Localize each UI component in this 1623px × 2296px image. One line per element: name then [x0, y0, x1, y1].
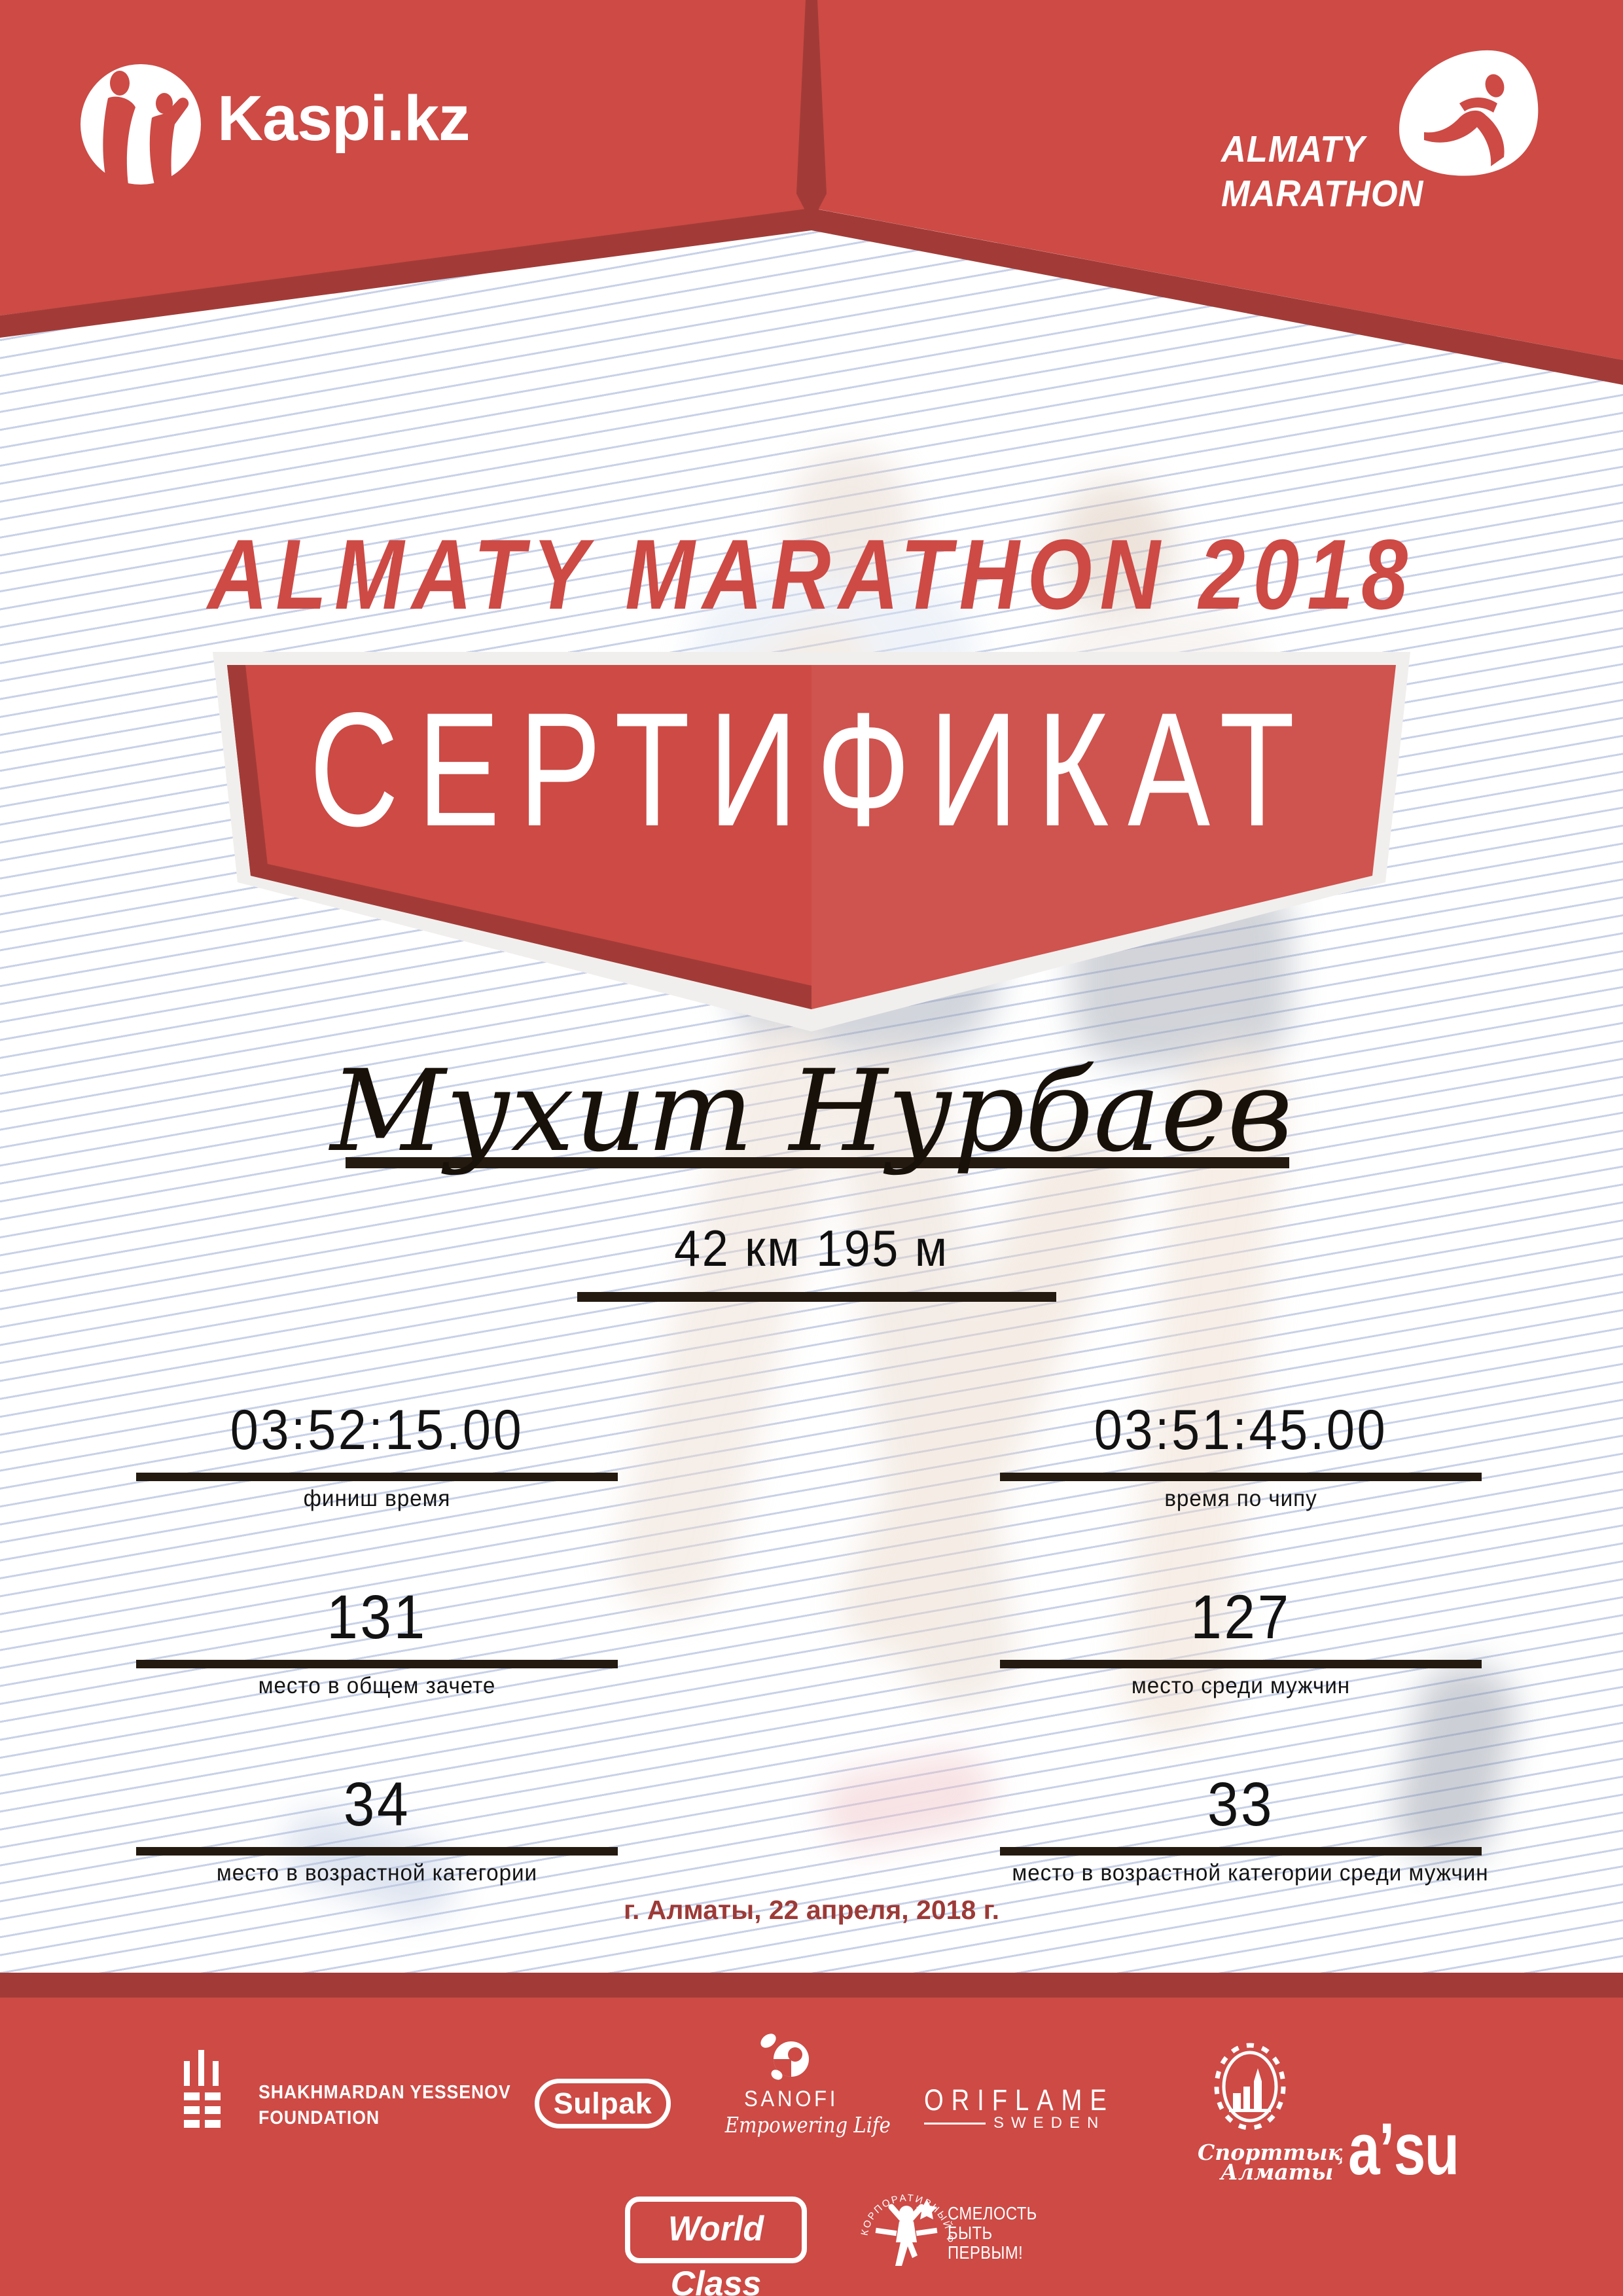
fond-motto-line3: ПЕРВЫМ!: [948, 2242, 1024, 2263]
sanofi-tagline: Empowering Life: [724, 2112, 891, 2138]
gender-place-value: 127: [1190, 1583, 1291, 1652]
footer-band: [0, 1973, 1623, 2296]
stat-underline: [1000, 1660, 1482, 1668]
fond-motto-line1: СМЕЛОСТЬ: [948, 2203, 1037, 2223]
runner-name: Мухит Нурбаев: [330, 1045, 1293, 1177]
certificate-banner-shape: [213, 652, 1410, 1031]
chip-time-label: время по чипу: [1164, 1486, 1317, 1511]
star-icon: [916, 2199, 937, 2219]
overall-place-label: место в общем зачете: [258, 1673, 496, 1698]
oriflame-wordmark: ORIFLAME: [924, 2083, 1115, 2117]
stat-underline: [136, 1473, 618, 1481]
chip-time-value: 03:51:45.00: [1094, 1399, 1388, 1462]
yessenov-foundation-line2: FOUNDATION: [259, 2108, 380, 2128]
oriflame-country: SWEDEN: [993, 2114, 1106, 2132]
yessenov-foundation-icon: [184, 2050, 221, 2128]
distance-underline: [577, 1292, 1056, 1302]
kaspi-logo-icon: [80, 64, 201, 185]
name-underline: [346, 1157, 1289, 1168]
age-gender-place-label: место в возрастной категории среди мужчи…: [1012, 1860, 1489, 1886]
overall-place-value: 131: [327, 1583, 427, 1652]
gender-place-label: место среди мужчин: [1131, 1673, 1351, 1698]
certificate-label: СЕРТИФИКАТ: [309, 679, 1314, 861]
stat-underline: [1000, 1847, 1482, 1856]
world-class-logo: World Class: [625, 2197, 807, 2296]
header-banner: [0, 0, 1623, 385]
asu-wordmark: aʼsu: [1348, 2108, 1459, 2190]
oriflame-rule: [924, 2123, 986, 2125]
age-category-place-label: место в возрастной категории: [216, 1860, 538, 1886]
sport-almaty-emblem: [1214, 2043, 1286, 2130]
sport-almaty-line2: Алматы: [1221, 2159, 1334, 2185]
world-class-wordmark: World Class: [668, 2210, 764, 2296]
age-category-place-value: 34: [343, 1770, 411, 1839]
stat-underline: [1000, 1473, 1482, 1481]
almaty-marathon-logo-line1: ALMATY: [1221, 128, 1366, 170]
age-gender-place-value: 33: [1207, 1770, 1275, 1839]
fond-motto-line2: БЫТЬ: [948, 2223, 993, 2243]
page-title: ALMATY MARATHON 2018: [207, 519, 1416, 630]
stat-underline: [136, 1660, 618, 1668]
almaty-marathon-logo-icon: [1399, 50, 1539, 176]
sulpak-logo: Sulpak: [535, 2079, 671, 2128]
sanofi-icon: [760, 2034, 809, 2080]
event-date-line: г. Алматы, 22 апреля, 2018 г.: [624, 1895, 999, 1925]
yessenov-foundation-line1: SHAKHMARDAN YESSENOV: [259, 2082, 511, 2103]
finish-time-label: финиш время: [303, 1486, 451, 1511]
stat-underline: [136, 1847, 618, 1856]
distance-value: 42 км 195 м: [674, 1219, 949, 1277]
finish-time-value: 03:52:15.00: [230, 1399, 524, 1462]
almaty-marathon-logo-line2: MARATHON: [1221, 173, 1424, 215]
kaspi-wordmark: Kaspi.kz: [217, 82, 471, 154]
sulpak-wordmark: Sulpak: [553, 2087, 652, 2120]
sanofi-wordmark: SANOFI: [743, 2087, 839, 2111]
